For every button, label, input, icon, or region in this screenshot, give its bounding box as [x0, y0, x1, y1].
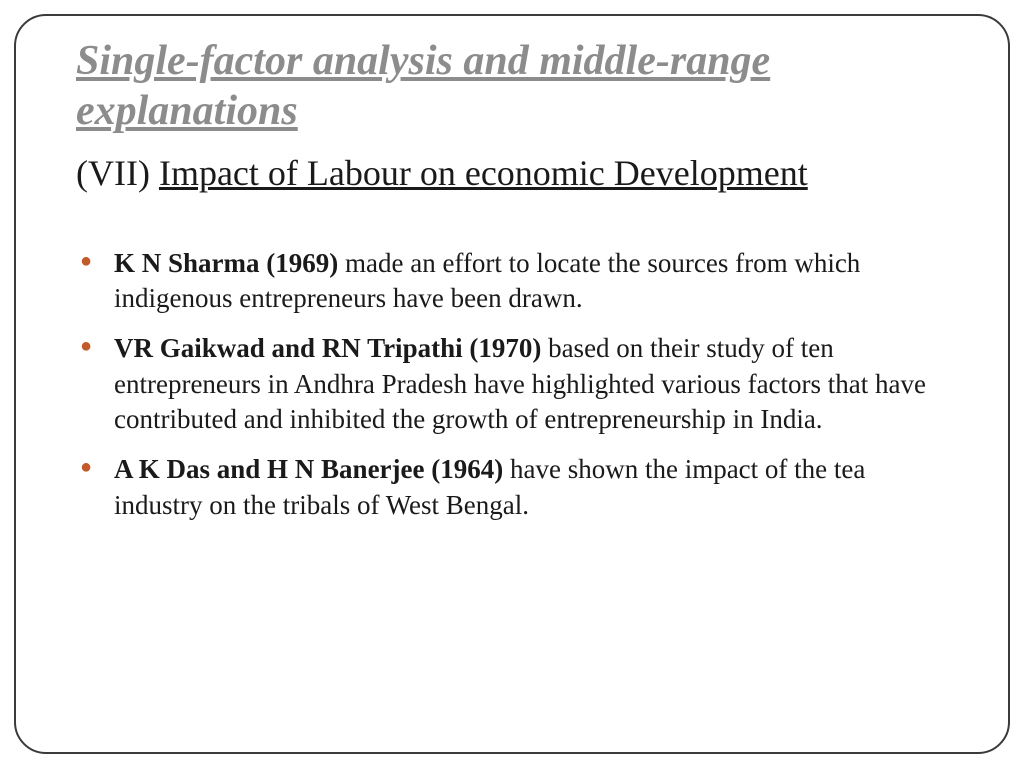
slide-subtitle: (VII) Impact of Labour on economic Devel…: [76, 151, 948, 196]
bullet-lead: A K Das and H N Banerjee (1964): [114, 454, 510, 484]
subtitle-roman: (VII): [76, 153, 159, 193]
list-item: A K Das and H N Banerjee (1964) have sho…: [114, 452, 948, 523]
slide-title: Single-factor analysis and middle-range …: [76, 36, 948, 137]
list-item: K N Sharma (1969) made an effort to loca…: [114, 246, 948, 317]
list-item: VR Gaikwad and RN Tripathi (1970) based …: [114, 331, 948, 438]
bullet-list: K N Sharma (1969) made an effort to loca…: [76, 246, 948, 523]
bullet-lead: K N Sharma (1969): [114, 248, 345, 278]
bullet-lead: VR Gaikwad and RN Tripathi (1970): [114, 333, 548, 363]
slide-frame: Single-factor analysis and middle-range …: [14, 14, 1010, 754]
subtitle-underlined: Impact of Labour on economic Development: [159, 153, 808, 193]
